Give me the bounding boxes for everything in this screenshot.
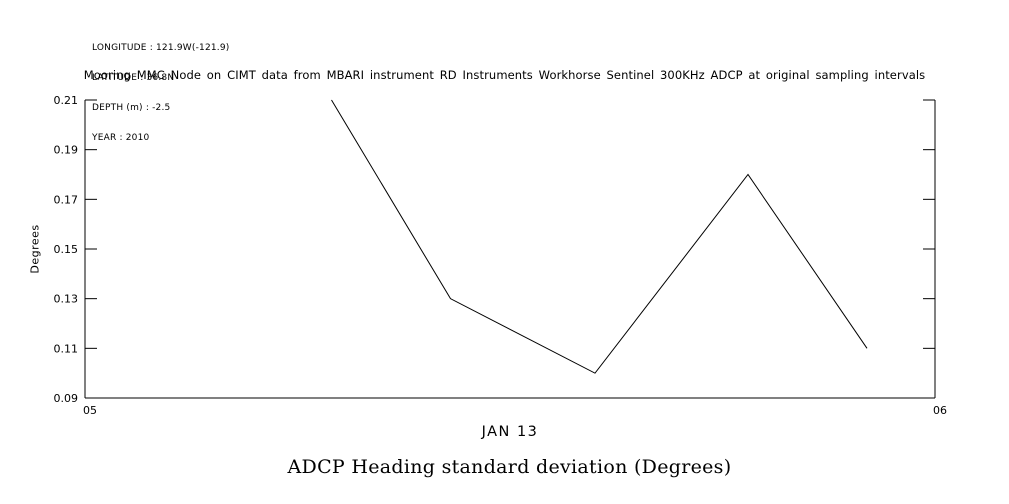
y-tick-label: 0.09 [54, 392, 79, 405]
plot-header-title: Mooring MMC Node on CIMT data from MBARI… [83, 68, 926, 82]
meta-latitude: LATITUDE : 36.8N [92, 73, 175, 83]
meta-longitude: LONGITUDE : 121.9W(-121.9) [92, 43, 230, 53]
y-axis-title: Degrees [28, 224, 42, 274]
x-tick-label: 05 [83, 404, 97, 417]
metadata-block: LONGITUDE : 121.9W(-121.9) LATITUDE : 36… [92, 23, 230, 163]
y-tick-label: 0.11 [54, 342, 79, 355]
chart-title: ADCP Heading standard deviation (Degrees… [287, 456, 732, 478]
y-tick-label: 0.13 [54, 293, 79, 306]
y-tick-label: 0.17 [54, 193, 79, 206]
meta-year: YEAR : 2010 [92, 133, 150, 143]
x-axis-title: JAN 13 [481, 424, 539, 440]
y-tick-label: 0.19 [54, 144, 79, 157]
meta-depth: DEPTH (m) : -2.5 [92, 103, 171, 113]
y-tick-label: 0.15 [54, 243, 79, 256]
y-tick-label: 0.21 [54, 94, 79, 107]
data-series-line [331, 99, 868, 374]
x-tick-label: 06 [933, 404, 947, 417]
